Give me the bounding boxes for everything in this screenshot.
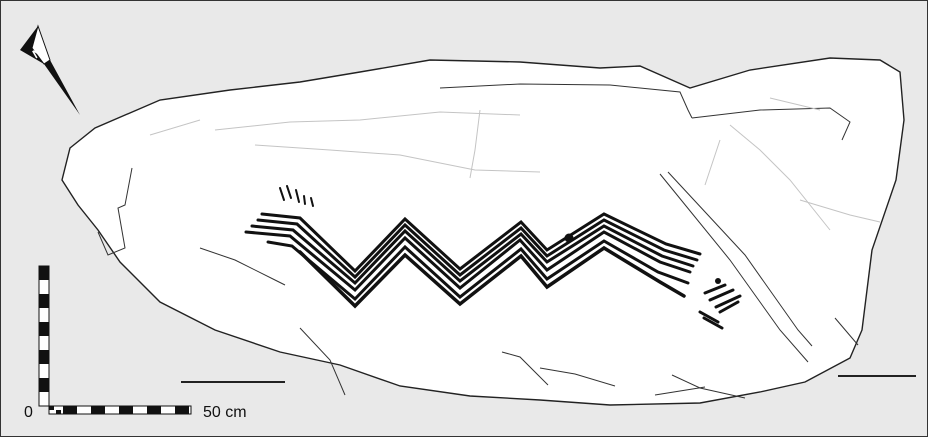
rock-contours (97, 83, 859, 399)
engraving-tail-marks (698, 283, 742, 330)
engraving-dot-center (564, 233, 574, 243)
rock-cracks (149, 97, 881, 231)
scale-label-end: 50 cm (203, 404, 247, 421)
north-arrow-icon: N (20, 24, 80, 115)
rock-outline (61, 57, 905, 406)
zigzag-engraving (244, 212, 702, 309)
engraving-small-strokes (279, 185, 314, 207)
scale-bar-vertical (38, 265, 50, 407)
scale-label-start: 0 (24, 404, 33, 421)
scale-bar-horizontal (48, 405, 192, 415)
engraving-dot-right (715, 278, 721, 284)
